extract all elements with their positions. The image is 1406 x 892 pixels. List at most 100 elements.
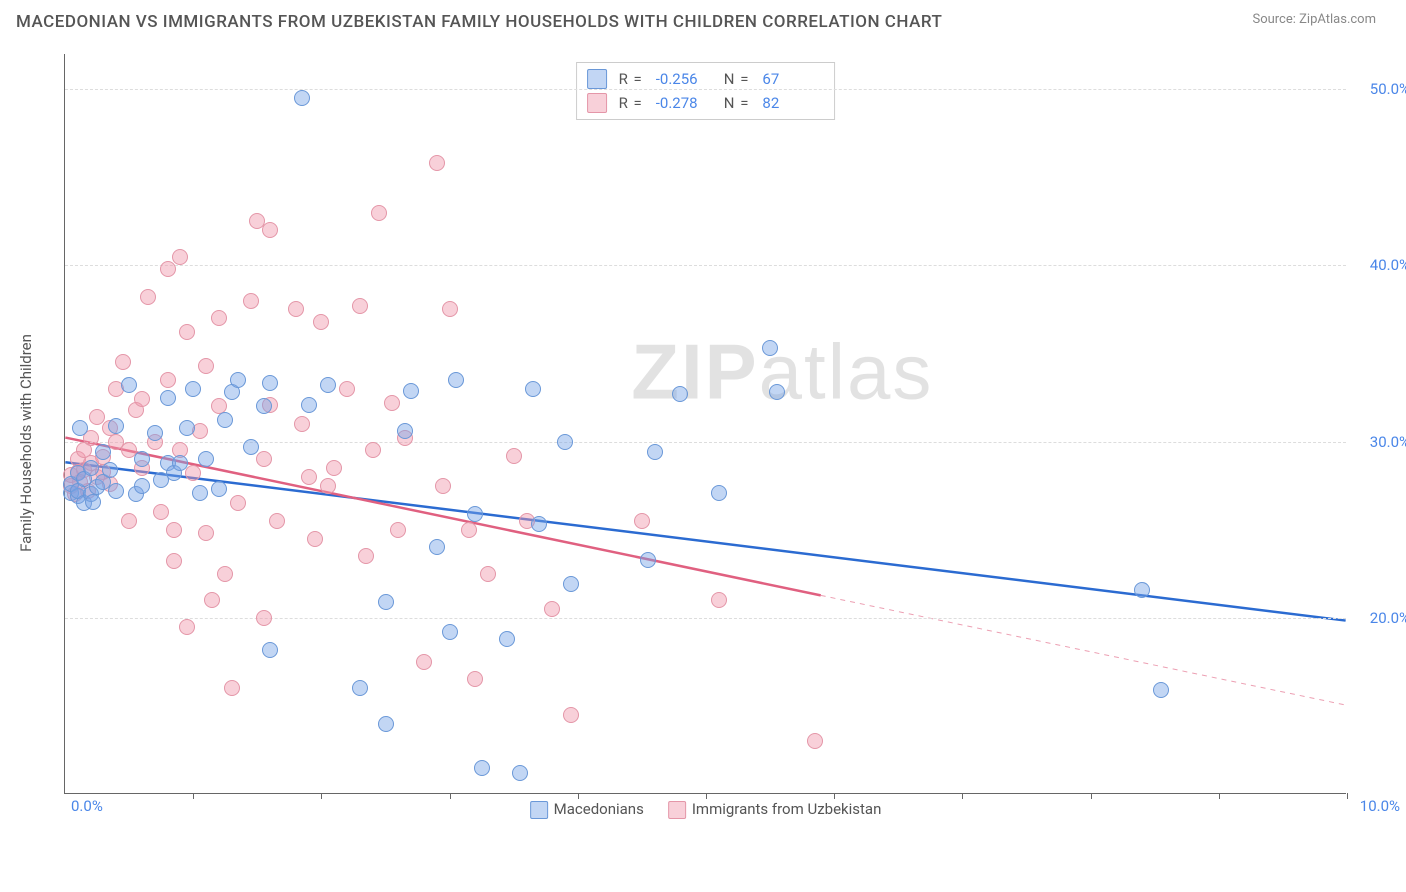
data-point <box>179 619 195 635</box>
data-point <box>179 420 195 436</box>
data-point <box>230 495 246 511</box>
data-point <box>435 478 451 494</box>
data-point <box>243 293 259 309</box>
x-tick-mark <box>321 793 322 799</box>
watermark: ZIPatlas <box>631 326 933 417</box>
x-tick-mark <box>450 793 451 799</box>
data-point <box>269 513 285 529</box>
data-point <box>448 372 464 388</box>
data-point <box>185 381 201 397</box>
data-point <box>563 707 579 723</box>
legend-item: Immigrants from Uzbekistan <box>668 800 882 819</box>
data-point <box>429 539 445 555</box>
data-point <box>172 249 188 265</box>
data-point <box>371 205 387 221</box>
data-point <box>634 513 650 529</box>
data-point <box>198 358 214 374</box>
data-point <box>557 434 573 450</box>
y-axis-label: Family Households with Children <box>17 334 35 552</box>
data-point <box>160 261 176 277</box>
data-point <box>140 289 156 305</box>
data-point <box>115 354 131 370</box>
r-value: -0.278 <box>656 91 712 115</box>
r-value: -0.256 <box>656 67 712 91</box>
data-point <box>358 548 374 564</box>
data-point <box>172 455 188 471</box>
data-point <box>461 522 477 538</box>
data-point <box>147 425 163 441</box>
data-point <box>378 716 394 732</box>
data-point <box>211 310 227 326</box>
data-point <box>352 298 368 314</box>
x-axis-min: 0.0% <box>71 797 103 815</box>
data-point <box>339 381 355 397</box>
data-point <box>442 301 458 317</box>
data-point <box>108 418 124 434</box>
data-point <box>230 372 246 388</box>
data-point <box>416 654 432 670</box>
x-tick-mark <box>962 793 963 799</box>
legend-item: Macedonians <box>530 800 644 819</box>
data-point <box>262 642 278 658</box>
series-legend: Macedonians Immigrants from Uzbekistan <box>530 800 882 819</box>
data-point <box>326 460 342 476</box>
data-point <box>563 576 579 592</box>
stats-row: R =-0.278N =82 <box>587 91 819 115</box>
data-point <box>1153 682 1169 698</box>
data-point <box>301 469 317 485</box>
data-point <box>83 460 99 476</box>
data-point <box>365 442 381 458</box>
data-point <box>224 680 240 696</box>
data-point <box>198 525 214 541</box>
data-point <box>467 671 483 687</box>
data-point <box>134 478 150 494</box>
series-swatch <box>587 69 607 89</box>
data-point <box>153 504 169 520</box>
correlation-stats-box: R =-0.256N =67R =-0.278N =82 <box>576 62 836 120</box>
data-point <box>384 395 400 411</box>
y-tick-label: 20.0% <box>1370 609 1406 627</box>
data-point <box>160 372 176 388</box>
x-tick-mark <box>1347 793 1348 799</box>
data-point <box>192 485 208 501</box>
data-point <box>544 601 560 617</box>
data-point <box>262 222 278 238</box>
data-point <box>320 377 336 393</box>
legend-label: Macedonians <box>554 800 644 818</box>
n-value: 67 <box>762 67 818 91</box>
data-point <box>217 566 233 582</box>
x-tick-mark <box>706 793 707 799</box>
source-link[interactable]: ZipAtlas.com <box>1299 12 1376 27</box>
chart-title: MACEDONIAN VS IMMIGRANTS FROM UZBEKISTAN… <box>16 12 942 32</box>
data-point <box>166 522 182 538</box>
gridline-h <box>65 265 1346 266</box>
plot-area: ZIPatlas R =-0.256N =67R =-0.278N =82 0.… <box>64 54 1346 794</box>
data-point <box>1134 582 1150 598</box>
data-point <box>102 462 118 478</box>
data-point <box>160 390 176 406</box>
data-point <box>711 485 727 501</box>
data-point <box>262 375 278 391</box>
data-point <box>429 155 445 171</box>
data-point <box>301 397 317 413</box>
x-axis-max: 10.0% <box>1360 797 1400 815</box>
data-point <box>672 386 688 402</box>
data-point <box>217 412 233 428</box>
data-point <box>134 391 150 407</box>
data-point <box>506 448 522 464</box>
data-point <box>499 631 515 647</box>
data-point <box>762 340 778 356</box>
data-point <box>352 680 368 696</box>
data-point <box>512 765 528 781</box>
data-point <box>531 516 547 532</box>
gridline-h <box>65 89 1346 90</box>
chart-header: MACEDONIAN VS IMMIGRANTS FROM UZBEKISTAN… <box>0 0 1406 40</box>
data-point <box>211 481 227 497</box>
data-point <box>711 592 727 608</box>
data-point <box>307 531 323 547</box>
data-point <box>72 420 88 436</box>
x-tick-mark <box>578 793 579 799</box>
data-point <box>256 451 272 467</box>
data-point <box>166 553 182 569</box>
data-point <box>403 383 419 399</box>
